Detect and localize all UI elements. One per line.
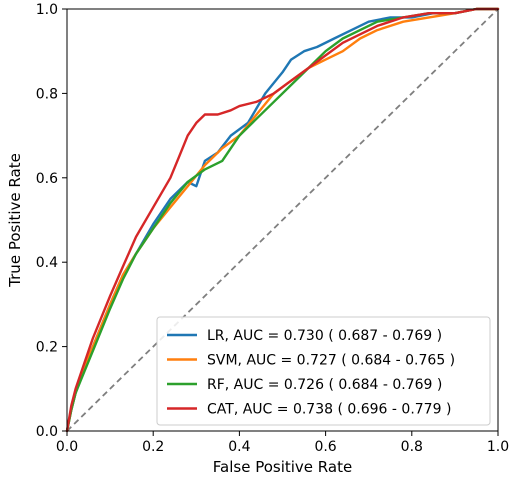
legend-label-1: SVM, AUC = 0.727 ( 0.684 - 0.765 ) <box>207 353 455 369</box>
y-axis-label: True Positive Rate <box>6 153 24 288</box>
x-tick-label-1: 0.2 <box>142 439 164 455</box>
legend-label-0: LR, AUC = 0.730 ( 0.687 - 0.769 ) <box>207 328 442 344</box>
y-tick-label-3: 0.6 <box>36 171 58 187</box>
y-tick-label-0: 0.0 <box>36 424 58 440</box>
plot-frame <box>66 8 499 432</box>
y-tick-label-2: 0.4 <box>36 255 58 271</box>
x-tick-label-5: 1.0 <box>487 439 509 455</box>
legend-label-3: CAT, AUC = 0.738 ( 0.696 - 0.779 ) <box>207 402 451 418</box>
legend-box <box>156 316 491 426</box>
x-tick-label-4: 0.8 <box>401 439 423 455</box>
reference-diagonal-line <box>66 8 499 432</box>
series-line-2 <box>65 7 500 433</box>
legend-label-2: RF, AUC = 0.726 ( 0.684 - 0.769 ) <box>207 377 442 393</box>
x-tick-label-3: 0.6 <box>314 439 336 455</box>
x-axis-label: False Positive Rate <box>213 458 352 476</box>
x-tick-label-2: 0.4 <box>228 439 250 455</box>
series-line-1 <box>65 7 500 433</box>
series-line-3 <box>65 7 500 433</box>
y-tick-label-5: 1.0 <box>36 2 58 18</box>
y-tick-label-4: 0.8 <box>36 86 58 102</box>
x-tick-label-0: 0.0 <box>56 439 78 455</box>
y-tick-label-1: 0.2 <box>36 340 58 356</box>
